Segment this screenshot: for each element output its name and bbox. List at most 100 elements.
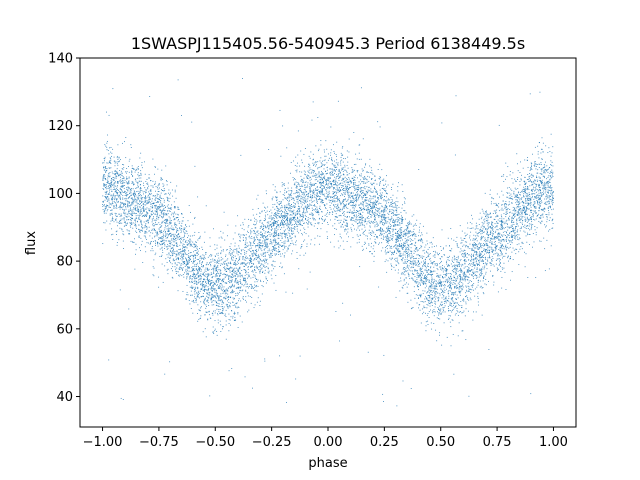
data-point (375, 242, 377, 244)
data-point (120, 201, 121, 203)
data-point (371, 242, 372, 244)
data-point (479, 242, 480, 244)
data-point (103, 211, 105, 213)
data-point (427, 248, 429, 250)
data-point (355, 218, 357, 220)
data-point (499, 247, 501, 249)
data-point (278, 233, 280, 234)
data-point (202, 257, 204, 259)
data-point (215, 273, 217, 275)
data-point (537, 169, 539, 171)
data-point (444, 280, 446, 282)
data-point (202, 331, 204, 333)
data-point (201, 296, 203, 297)
data-point (476, 237, 477, 239)
data-point (397, 190, 399, 192)
data-point (233, 255, 235, 257)
data-point (542, 216, 544, 218)
data-point (328, 190, 330, 192)
data-point (547, 196, 549, 198)
data-point (366, 247, 367, 249)
data-point (342, 177, 344, 179)
data-point (265, 227, 267, 229)
data-point (297, 154, 299, 156)
data-point (115, 214, 117, 216)
data-point (429, 242, 431, 244)
data-point (119, 208, 121, 210)
data-point (182, 261, 184, 263)
data-point (130, 204, 132, 206)
data-point (104, 158, 106, 160)
data-point (224, 314, 226, 316)
data-point (253, 237, 255, 239)
data-point (506, 219, 508, 221)
data-point (423, 307, 425, 309)
data-point (281, 223, 283, 225)
data-point (313, 158, 314, 160)
data-point (454, 286, 456, 288)
data-point (354, 193, 356, 195)
data-point (330, 149, 332, 151)
data-point (163, 235, 165, 236)
data-point (295, 181, 297, 183)
data-point (103, 184, 105, 186)
data-point (318, 173, 320, 175)
data-point (204, 328, 206, 330)
data-point (240, 224, 242, 226)
data-point (512, 259, 514, 261)
data-point (496, 237, 498, 239)
data-point (149, 202, 151, 204)
data-point (304, 203, 305, 205)
data-point (451, 270, 453, 271)
data-point (211, 280, 213, 282)
data-point (426, 276, 428, 278)
data-point (269, 235, 271, 237)
data-point (336, 186, 338, 188)
data-point (548, 180, 549, 182)
data-point (282, 216, 283, 218)
data-point (289, 237, 291, 239)
data-point (366, 171, 368, 173)
data-point (173, 245, 175, 247)
data-point (363, 192, 364, 194)
data-point (336, 173, 337, 175)
data-point (497, 236, 499, 238)
data-point (264, 266, 266, 268)
data-point (324, 218, 326, 220)
data-point (156, 208, 158, 210)
data-point (117, 161, 119, 163)
data-point (332, 225, 334, 227)
data-point (376, 223, 378, 225)
data-point (303, 210, 305, 212)
data-point (276, 241, 277, 243)
data-point (380, 211, 382, 213)
data-point (142, 230, 143, 232)
data-point (215, 268, 217, 270)
data-point (361, 204, 363, 206)
data-point (334, 169, 336, 171)
data-point (251, 270, 253, 272)
data-point (170, 235, 172, 237)
data-point (115, 189, 116, 191)
data-point (127, 230, 129, 232)
data-point (387, 235, 388, 237)
data-point (214, 283, 215, 285)
data-point (487, 245, 489, 247)
data-point (145, 251, 147, 253)
data-point (161, 204, 163, 206)
data-point (467, 247, 469, 249)
data-point (167, 231, 169, 233)
data-point (282, 224, 284, 226)
data-point (388, 238, 390, 240)
data-point (474, 246, 476, 248)
data-point (316, 212, 318, 213)
data-point (184, 263, 186, 265)
data-point (453, 302, 455, 304)
data-point (473, 311, 474, 313)
data-point (527, 186, 528, 187)
data-point (433, 266, 435, 268)
data-point (347, 228, 349, 230)
data-point (205, 273, 207, 275)
data-point (388, 202, 390, 204)
data-point (232, 250, 234, 252)
